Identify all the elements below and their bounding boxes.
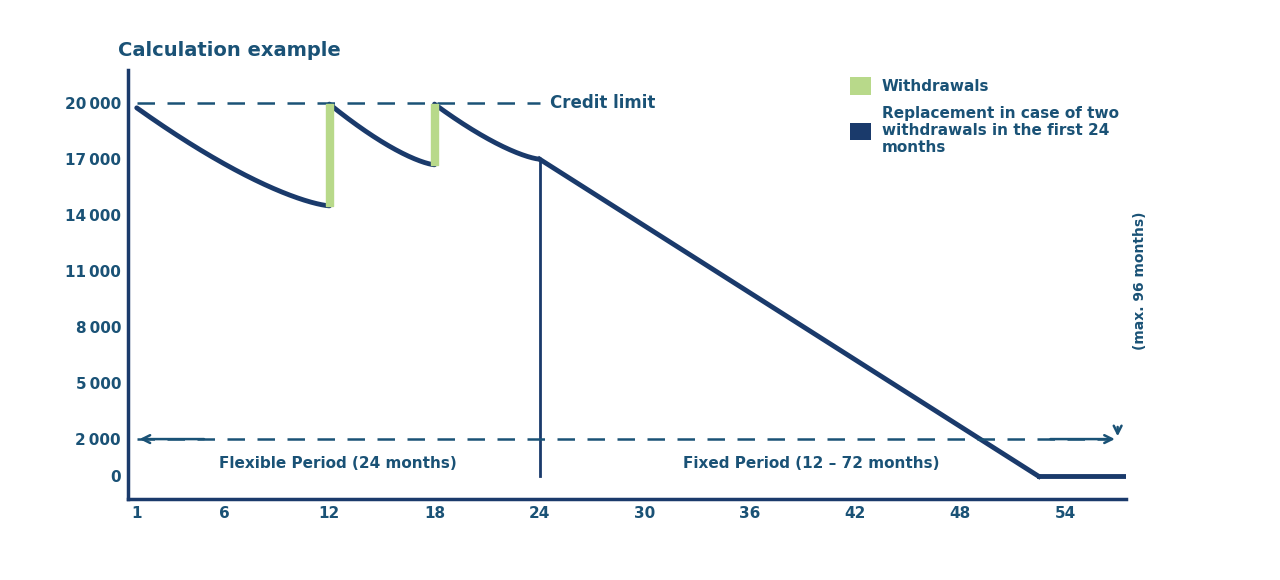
Text: Credit limit: Credit limit [550, 94, 655, 112]
Legend: Withdrawals, Replacement in case of two
withdrawals in the first 24
months: Withdrawals, Replacement in case of two … [850, 77, 1119, 155]
Text: (max. 96 months): (max. 96 months) [1133, 211, 1147, 350]
Text: Fixed Period (12 – 72 months): Fixed Period (12 – 72 months) [682, 456, 940, 471]
Text: Calculation example: Calculation example [118, 41, 340, 60]
Text: Flexible Period (24 months): Flexible Period (24 months) [219, 456, 457, 471]
